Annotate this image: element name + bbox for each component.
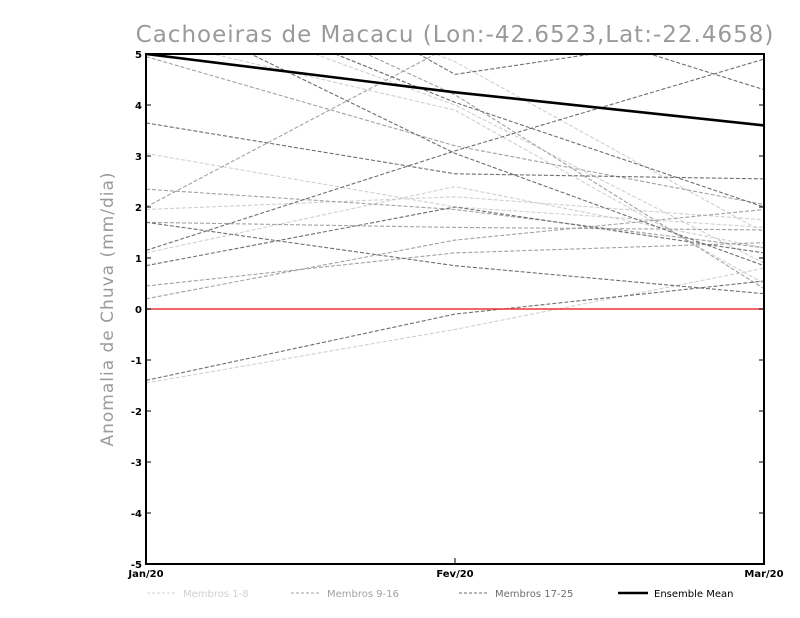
ensemble-mean-line bbox=[146, 54, 764, 127]
member-line-1 bbox=[146, 186, 764, 254]
member-line-19 bbox=[146, 280, 764, 381]
y-tick-label: 3 bbox=[135, 152, 142, 163]
legend-label: Ensemble Mean bbox=[654, 589, 733, 600]
y-tick-label: -2 bbox=[131, 407, 142, 418]
y-tick-label: 5 bbox=[135, 50, 142, 61]
x-tick-label: Fev/20 bbox=[436, 569, 473, 580]
y-tick-label: -5 bbox=[131, 560, 142, 571]
legend-label: Membros 9-16 bbox=[327, 589, 399, 600]
member-line-24 bbox=[249, 54, 764, 267]
member-line-7 bbox=[146, 196, 764, 221]
member-line-11 bbox=[146, 208, 764, 300]
legend: Membros 1-8 Membros 9-16 Membros 17-25 Ense… bbox=[147, 589, 733, 600]
y-tick-label: -1 bbox=[131, 356, 142, 367]
member-line-23 bbox=[417, 54, 597, 75]
y-tick-label: -4 bbox=[131, 509, 142, 520]
member-line-2 bbox=[146, 152, 764, 228]
x-ticks: Jan/20 Fev/20 Mar/20 bbox=[127, 558, 784, 580]
legend-label: Membros 1-8 bbox=[183, 589, 249, 600]
member-line-21 bbox=[146, 206, 764, 267]
member-line-14 bbox=[365, 54, 764, 290]
y-tick-label: -3 bbox=[131, 458, 142, 469]
member-line-20 bbox=[146, 221, 764, 295]
member-line-18 bbox=[146, 122, 764, 180]
series-layer bbox=[146, 54, 764, 384]
member-line-6 bbox=[209, 54, 764, 284]
y-tick-label: 2 bbox=[135, 203, 142, 214]
y-tick-label: 0 bbox=[135, 305, 142, 316]
y-tick-label: 1 bbox=[135, 254, 142, 265]
y-axis-label: Anomalia de Chuva (mm/dia) bbox=[98, 171, 118, 446]
legend-label: Membros 17-25 bbox=[495, 589, 573, 600]
member-line-22 bbox=[333, 54, 764, 208]
y-ticks: -5 -4 -3 -2 -1 0 1 2 3 4 5 bbox=[131, 50, 764, 571]
member-line-9 bbox=[146, 188, 764, 249]
x-tick-label: Mar/20 bbox=[744, 569, 783, 580]
member-line-13 bbox=[146, 54, 437, 208]
chart-title: Cachoeiras de Macacu (Lon:-42.6523,Lat:-… bbox=[136, 22, 775, 48]
y-tick-label: 4 bbox=[135, 101, 142, 112]
member-line-12 bbox=[146, 242, 764, 287]
member-line-4 bbox=[312, 54, 764, 264]
member-line-5 bbox=[433, 54, 764, 233]
member-line-10 bbox=[146, 56, 764, 206]
member-line-15 bbox=[146, 221, 764, 231]
member-line-17 bbox=[146, 58, 764, 251]
member-line-25 bbox=[648, 54, 764, 91]
x-tick-label: Jan/20 bbox=[127, 569, 163, 580]
member-line-3 bbox=[146, 267, 764, 384]
